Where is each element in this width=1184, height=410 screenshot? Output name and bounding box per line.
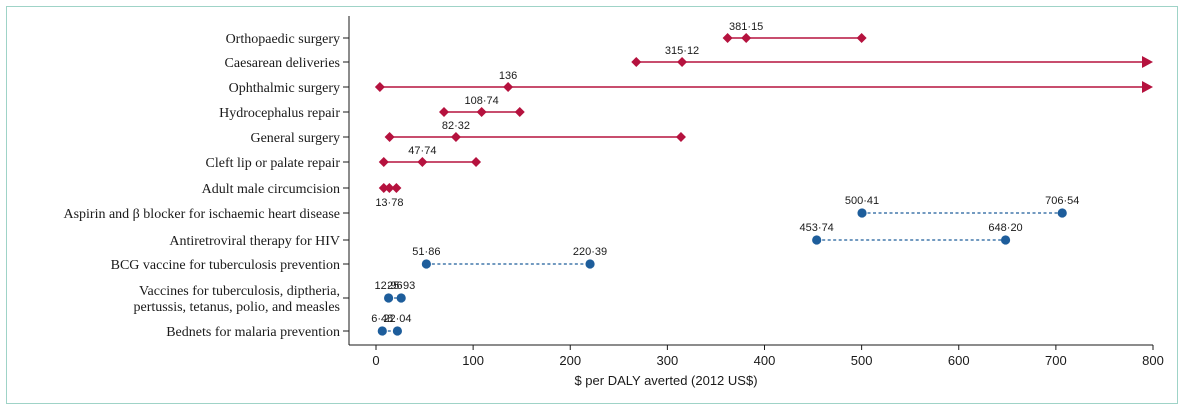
median-data-label: 381·15 [729, 21, 763, 33]
category-label: Orthopaedic surgery [226, 32, 340, 47]
median-marker [450, 132, 461, 142]
category-labels: Orthopaedic surgery Caesarean deliveries O… [63, 32, 340, 340]
x-tick-label: 200 [559, 353, 581, 368]
category-label: Aspirin and β blocker for ischaemic hear… [63, 207, 340, 222]
median-data-label: 315·12 [665, 45, 699, 57]
x-tick-label: 700 [1045, 353, 1067, 368]
high-marker [856, 33, 867, 43]
category-label: Antiretroviral therapy for HIV [169, 234, 340, 249]
low-marker [378, 157, 389, 167]
x-tick-label: 500 [851, 353, 873, 368]
high-data-label: 706·54 [1045, 195, 1079, 207]
range-arrow [1142, 81, 1153, 93]
low-marker [374, 82, 385, 92]
median-data-label: 108·74 [464, 95, 498, 107]
x-tick-label: 400 [754, 353, 776, 368]
high-marker [392, 326, 403, 336]
high-marker [391, 183, 402, 193]
data-marks [374, 33, 1153, 336]
category-label: Cleft lip or palate repair [206, 156, 341, 171]
data-labels: 381·15 315·12 136 108·74 82·32 47·74 13·78 500·… [371, 21, 1079, 325]
high-data-label: 22·04 [383, 313, 411, 325]
x-tick-label: 600 [948, 353, 970, 368]
low-data-label: 51·86 [412, 246, 440, 258]
category-label: Bednets for malaria prevention [166, 325, 340, 340]
low-marker [378, 183, 389, 193]
x-tick-label: 100 [462, 353, 484, 368]
low-marker [383, 293, 394, 303]
chart-frame [6, 6, 1178, 404]
high-data-label: 648·20 [988, 222, 1022, 234]
x-tick-label: 0 [372, 353, 379, 368]
category-label: Hydrocephalus repair [219, 106, 340, 121]
high-marker [1000, 235, 1011, 245]
high-marker [1057, 208, 1067, 218]
category-label: BCG vaccine for tuberculosis prevention [111, 258, 340, 273]
category-label: Caesarean deliveries [225, 56, 340, 71]
category-label: pertussis, tetanus, polio, and measles [134, 300, 340, 315]
low-marker [722, 33, 733, 43]
median-marker [417, 157, 428, 167]
low-marker [857, 208, 867, 218]
median-marker [476, 107, 487, 117]
low-marker [421, 259, 431, 269]
x-axis-title: $ per DALY averted (2012 US$) [574, 373, 757, 388]
category-label: Ophthalmic surgery [229, 81, 340, 96]
median-data-label: 136 [499, 70, 517, 82]
median-data-label: 13·78 [375, 197, 403, 209]
median-marker [741, 33, 752, 43]
low-data-label: 500·41 [845, 195, 879, 207]
high-data-label: 220·39 [573, 246, 607, 258]
high-marker [396, 293, 406, 303]
category-label: Adult male circumcision [202, 182, 340, 197]
low-data-label: 453·74 [800, 222, 834, 234]
high-marker [585, 259, 595, 269]
median-data-label: 82·32 [442, 120, 470, 132]
low-marker [377, 326, 387, 336]
category-label: General surgery [250, 131, 340, 146]
x-tick-label: 300 [657, 353, 679, 368]
high-marker [514, 107, 525, 117]
median-marker [384, 183, 395, 193]
axes: 0 100 200 300 400 500 600 700 800 [343, 16, 1164, 368]
median-marker [503, 82, 514, 92]
high-marker [675, 132, 686, 142]
low-marker [812, 235, 822, 245]
range-arrow [1142, 56, 1153, 68]
category-label: Vaccines for tuberculosis, diptheria, [139, 284, 340, 299]
low-marker [631, 57, 642, 67]
low-data-label: 6·48 [371, 313, 393, 325]
x-tick-label: 800 [1142, 353, 1164, 368]
low-data-label: 12·96 [375, 280, 403, 292]
low-marker [384, 132, 395, 142]
high-data-label: 25·93 [387, 280, 415, 292]
high-marker [471, 157, 482, 167]
low-marker [438, 107, 449, 117]
median-data-label: 47·74 [408, 145, 436, 157]
median-marker [677, 57, 688, 67]
